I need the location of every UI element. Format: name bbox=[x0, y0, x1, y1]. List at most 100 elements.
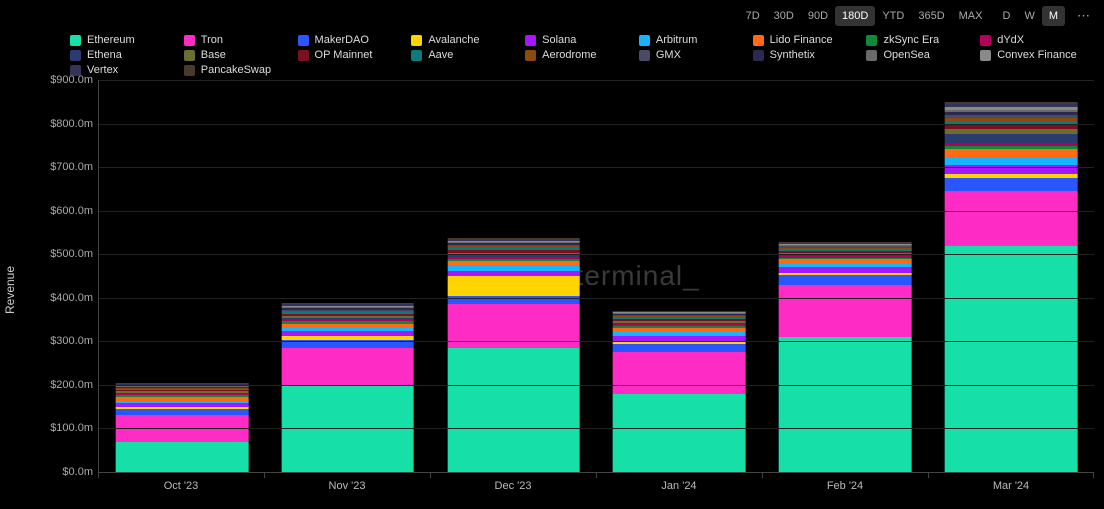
legend-item[interactable]: Ethereum bbox=[70, 34, 184, 46]
interval-w[interactable]: W bbox=[1017, 6, 1041, 26]
legend-swatch bbox=[298, 35, 309, 46]
legend-item[interactable]: zkSync Era bbox=[866, 34, 980, 46]
x-tick-label: Jan '24 bbox=[661, 480, 696, 492]
legend-item[interactable]: MakerDAO bbox=[298, 34, 412, 46]
bar[interactable] bbox=[447, 80, 580, 472]
legend-swatch bbox=[70, 35, 81, 46]
legend-item[interactable]: Aave bbox=[411, 49, 525, 61]
legend-item[interactable]: Lido Finance bbox=[753, 34, 867, 46]
interval-m[interactable]: M bbox=[1042, 6, 1065, 26]
x-tick-label: Oct '23 bbox=[164, 480, 199, 492]
legend-item[interactable]: OP Mainnet bbox=[298, 49, 412, 61]
legend-swatch bbox=[980, 35, 991, 46]
x-tick: Feb '24 bbox=[762, 473, 928, 499]
legend-swatch bbox=[184, 50, 195, 61]
x-tick-label: Mar '24 bbox=[993, 480, 1029, 492]
legend-label: Aerodrome bbox=[542, 49, 596, 61]
legend-swatch bbox=[866, 35, 877, 46]
bar[interactable] bbox=[779, 80, 912, 472]
x-tick: Jan '24 bbox=[596, 473, 762, 499]
bar[interactable] bbox=[281, 80, 414, 472]
legend-label: OpenSea bbox=[883, 49, 929, 61]
x-tick-mark bbox=[264, 473, 265, 478]
bar-segment bbox=[613, 394, 746, 472]
gridline bbox=[99, 341, 1094, 342]
legend-label: Avalanche bbox=[428, 34, 479, 46]
legend-item[interactable]: Convex Finance bbox=[980, 49, 1094, 61]
y-tick: $400.0m bbox=[50, 292, 99, 304]
y-tick: $200.0m bbox=[50, 379, 99, 391]
legend-label: PancakeSwap bbox=[201, 64, 271, 76]
legend-item[interactable]: Arbitrum bbox=[639, 34, 753, 46]
y-tick: $600.0m bbox=[50, 205, 99, 217]
x-tick-mark bbox=[98, 473, 99, 478]
legend-item[interactable]: Avalanche bbox=[411, 34, 525, 46]
y-tick: $700.0m bbox=[50, 161, 99, 173]
bar[interactable] bbox=[945, 80, 1078, 472]
legend-swatch bbox=[753, 35, 764, 46]
interval-d[interactable]: D bbox=[995, 6, 1017, 26]
legend-item[interactable]: Synthetix bbox=[753, 49, 867, 61]
bar-segment bbox=[945, 246, 1078, 472]
gridline bbox=[99, 211, 1094, 212]
legend-item[interactable]: Solana bbox=[525, 34, 639, 46]
legend-item[interactable]: PancakeSwap bbox=[184, 64, 298, 76]
x-tick-label: Dec '23 bbox=[495, 480, 532, 492]
legend-swatch bbox=[639, 35, 650, 46]
gridline bbox=[99, 124, 1094, 125]
bar-segment bbox=[945, 149, 1078, 159]
x-tick: Mar '24 bbox=[928, 473, 1094, 499]
bar[interactable] bbox=[613, 80, 746, 472]
bar-segment bbox=[613, 344, 746, 352]
legend-swatch bbox=[184, 35, 195, 46]
y-tick: $900.0m bbox=[50, 74, 99, 86]
chart-root: { "toolbar": { "ranges": ["7D","30D","90… bbox=[0, 0, 1104, 509]
legend-item[interactable]: Tron bbox=[184, 34, 298, 46]
legend-label: zkSync Era bbox=[883, 34, 939, 46]
time-toolbar: 7D30D90D180DYTD365DMAXDWM ⋯ bbox=[739, 4, 1096, 28]
chart-area: Revenue token terminal_ $0.0m$100.0m$200… bbox=[34, 80, 1094, 499]
bar-segment bbox=[447, 276, 580, 296]
legend-item[interactable]: Aerodrome bbox=[525, 49, 639, 61]
bar-segment bbox=[945, 178, 1078, 191]
range-7d[interactable]: 7D bbox=[739, 6, 767, 26]
legend-label: Solana bbox=[542, 34, 576, 46]
legend: Ethereum Tron MakerDAO Avalanche Solana Arbit… bbox=[70, 34, 1094, 76]
y-tick: $300.0m bbox=[50, 335, 99, 347]
legend-label: Synthetix bbox=[770, 49, 815, 61]
legend-label: Tron bbox=[201, 34, 223, 46]
x-tick-mark bbox=[430, 473, 431, 478]
legend-label: Arbitrum bbox=[656, 34, 698, 46]
range-90d[interactable]: 90D bbox=[801, 6, 835, 26]
range-ytd[interactable]: YTD bbox=[875, 6, 911, 26]
bar-segment bbox=[447, 348, 580, 472]
legend-swatch bbox=[639, 50, 650, 61]
bar-segment bbox=[613, 352, 746, 393]
gridline bbox=[99, 428, 1094, 429]
legend-item[interactable]: OpenSea bbox=[866, 49, 980, 61]
range-30d[interactable]: 30D bbox=[767, 6, 801, 26]
legend-swatch bbox=[525, 35, 536, 46]
bar-segment bbox=[779, 285, 912, 337]
legend-item[interactable]: Base bbox=[184, 49, 298, 61]
bar-segment bbox=[945, 191, 1078, 245]
legend-swatch bbox=[866, 50, 877, 61]
legend-swatch bbox=[298, 50, 309, 61]
range-365d[interactable]: 365D bbox=[911, 6, 951, 26]
bar-segment bbox=[116, 442, 249, 472]
legend-swatch bbox=[525, 50, 536, 61]
range-180d[interactable]: 180D bbox=[835, 6, 875, 26]
range-max[interactable]: MAX bbox=[952, 6, 990, 26]
legend-item[interactable]: dYdX bbox=[980, 34, 1094, 46]
bar[interactable] bbox=[116, 80, 249, 472]
x-tick-label: Nov '23 bbox=[329, 480, 366, 492]
more-icon[interactable]: ⋯ bbox=[1071, 4, 1096, 28]
x-tick: Oct '23 bbox=[98, 473, 264, 499]
legend-label: Base bbox=[201, 49, 226, 61]
legend-label: Lido Finance bbox=[770, 34, 833, 46]
legend-label: Ethereum bbox=[87, 34, 135, 46]
legend-item[interactable]: Ethena bbox=[70, 49, 184, 61]
legend-item[interactable]: GMX bbox=[639, 49, 753, 61]
legend-swatch bbox=[70, 50, 81, 61]
bar-slot bbox=[928, 80, 1094, 472]
